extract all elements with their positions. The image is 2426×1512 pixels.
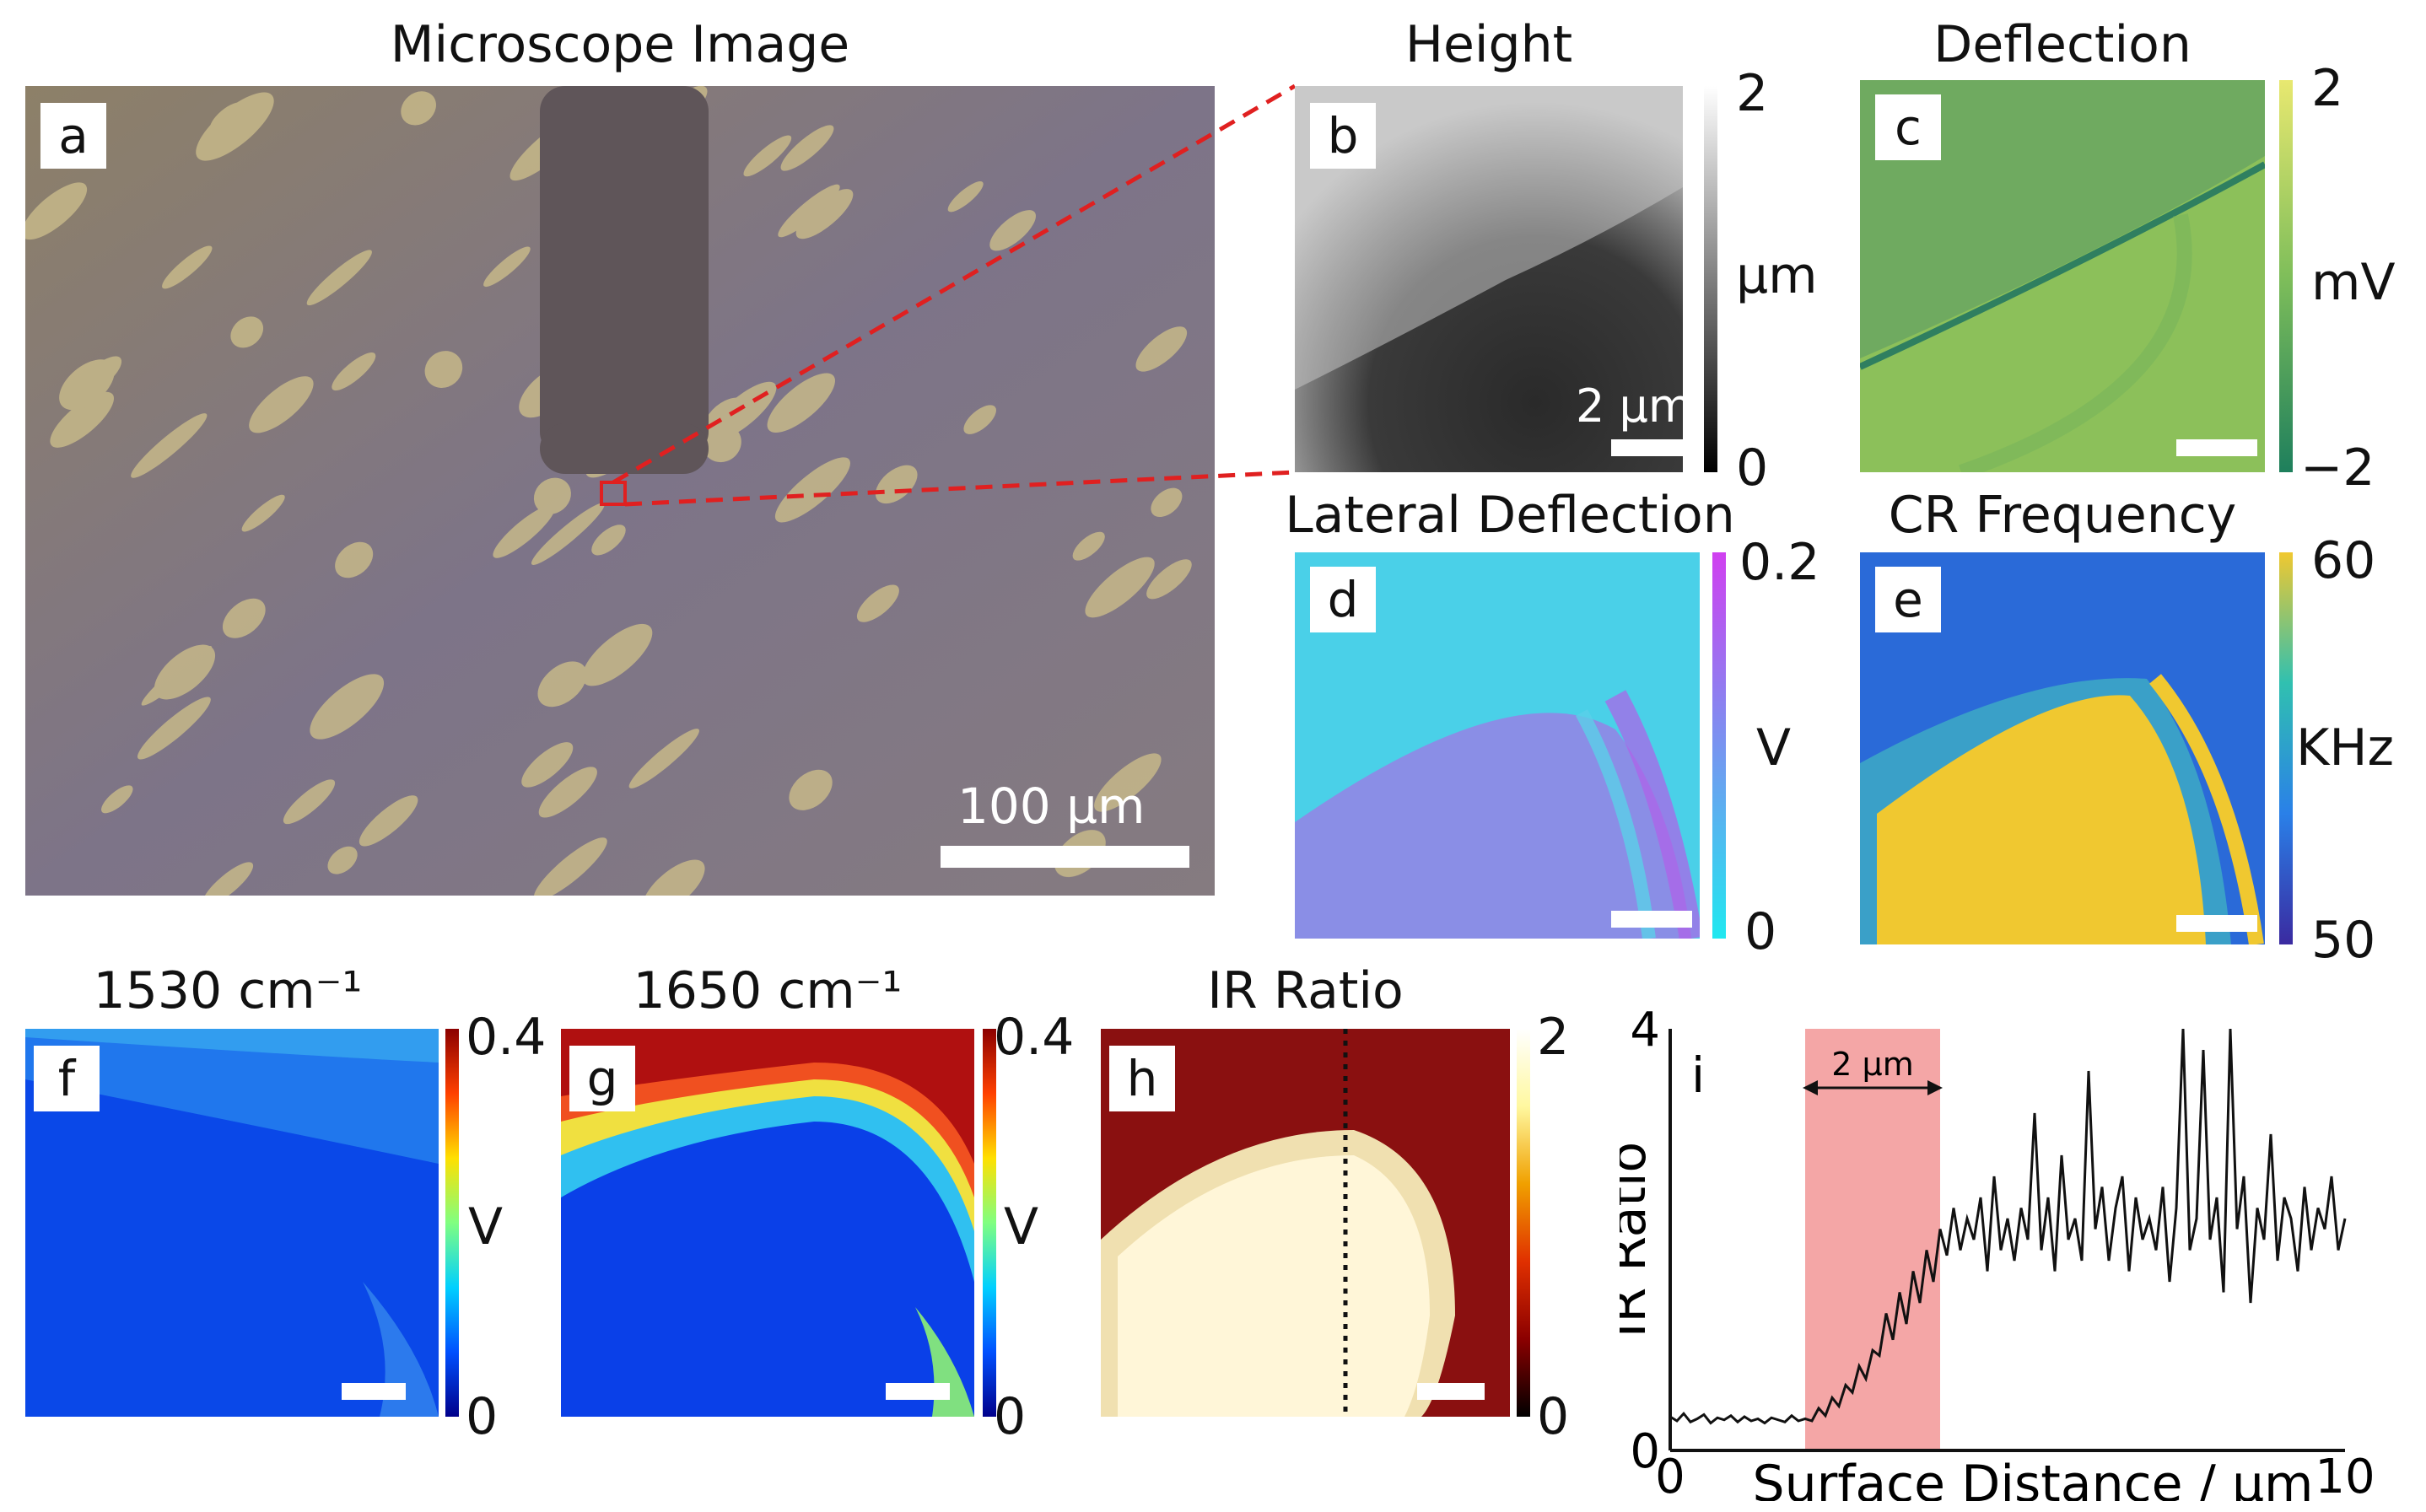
- panel-a-letter: a: [40, 103, 106, 169]
- panel-f-colorbar: [445, 1029, 459, 1417]
- panel-b-cbar-unit: µm: [1736, 246, 1818, 305]
- panel-c-scalebar: [2176, 439, 2257, 456]
- panel-h-scalebar: [1417, 1383, 1485, 1400]
- panel-b-title: Height: [1404, 15, 1573, 74]
- panel-c-cbar-min: −2: [2300, 439, 2375, 498]
- x-tick-label: 10: [2315, 1450, 2375, 1501]
- panel-e-cbar-unit: KHz: [2296, 718, 2394, 778]
- panel-b-image: [1295, 86, 1683, 472]
- panel-a-scalebar: [941, 846, 1189, 868]
- panel-a-scale-label: 100 µm: [957, 778, 1146, 835]
- panel-g-cbar-max: 0.4: [994, 1008, 1075, 1067]
- panel-e-scalebar: [2176, 915, 2257, 932]
- panel-a-image: [25, 86, 1215, 896]
- panel-b-colorbar: [1704, 86, 1717, 472]
- panel-i-chart: 0 10 0 4 2 µm IR Ratio Surface Distance / µ…: [1620, 1003, 2375, 1501]
- panel-d-cbar-min: 0: [1744, 902, 1777, 961]
- panel-e-image: [1860, 552, 2265, 944]
- panel-e-letter: e: [1875, 567, 1941, 632]
- ir-ratio-line: [1669, 1028, 2347, 1425]
- panel-e-title: CR Frequency: [1888, 486, 2237, 545]
- panel-f-cbar-unit: V: [468, 1197, 504, 1256]
- panel-a-title: Microscope Image: [390, 15, 850, 74]
- annotation-label: 2 µm: [1831, 1046, 1913, 1083]
- series-line-group: [1669, 1028, 2347, 1425]
- panel-e-cbar-min: 50: [2311, 911, 2376, 970]
- x-tick-label: 0: [1655, 1450, 1685, 1501]
- panel-d-colorbar: [1712, 552, 1726, 939]
- panel-g-cbar-min: 0: [994, 1387, 1027, 1446]
- panel-h-letter: h: [1109, 1046, 1175, 1111]
- panel-h-cbar-min: 0: [1537, 1387, 1570, 1446]
- panel-d-cbar-unit: V: [1756, 718, 1792, 778]
- x-axis-label: Surface Distance / µm: [1753, 1455, 2314, 1501]
- panel-e-cbar-max: 60: [2311, 531, 2376, 590]
- panel-c-colorbar: [2279, 80, 2293, 472]
- panel-i-letter: i: [1691, 1047, 1705, 1104]
- panel-g-image: [561, 1029, 974, 1417]
- panel-e-colorbar: [2279, 552, 2293, 944]
- highlight-region: [1805, 1029, 1940, 1450]
- y-axis-label: IR Ratio: [1620, 1142, 1658, 1338]
- panel-d-letter: d: [1310, 567, 1376, 632]
- panel-g-title: 1650 cm⁻¹: [633, 961, 903, 1020]
- panel-d-scalebar: [1611, 911, 1692, 928]
- panel-h-colorbar: [1517, 1029, 1530, 1417]
- panel-c-letter: c: [1875, 94, 1941, 160]
- y-tick-label: 0: [1630, 1424, 1660, 1479]
- panel-f-scalebar: [342, 1383, 406, 1400]
- panel-g-colorbar: [983, 1029, 996, 1417]
- panel-g-cbar-unit: V: [1004, 1197, 1039, 1256]
- panel-f-cbar-min: 0: [466, 1387, 499, 1446]
- panel-c-cbar-unit: mV: [2311, 253, 2396, 312]
- panel-b-letter: b: [1310, 103, 1376, 169]
- panel-h-cbar-max: 2: [1537, 1008, 1570, 1067]
- panel-g-letter: g: [569, 1046, 635, 1111]
- panel-f-title: 1530 cm⁻¹: [93, 961, 363, 1020]
- panel-g-scalebar: [886, 1383, 950, 1400]
- panel-b-scale-label: 2 µm: [1576, 379, 1693, 433]
- panel-b-cbar-max: 2: [1736, 64, 1769, 123]
- panel-f-letter: f: [34, 1046, 100, 1111]
- panel-h-title: IR Ratio: [1207, 961, 1404, 1020]
- panel-d-title: Lateral Deflection: [1285, 486, 1735, 545]
- panel-b-scalebar: [1611, 439, 1696, 456]
- panel-f-cbar-max: 0.4: [466, 1008, 547, 1067]
- panel-d-cbar-max: 0.2: [1739, 533, 1820, 592]
- panel-c-title: Deflection: [1933, 15, 2191, 74]
- panel-c-cbar-max: 2: [2311, 59, 2344, 118]
- panel-b-cbar-min: 0: [1736, 439, 1769, 498]
- y-tick-label: 4: [1630, 1003, 1660, 1057]
